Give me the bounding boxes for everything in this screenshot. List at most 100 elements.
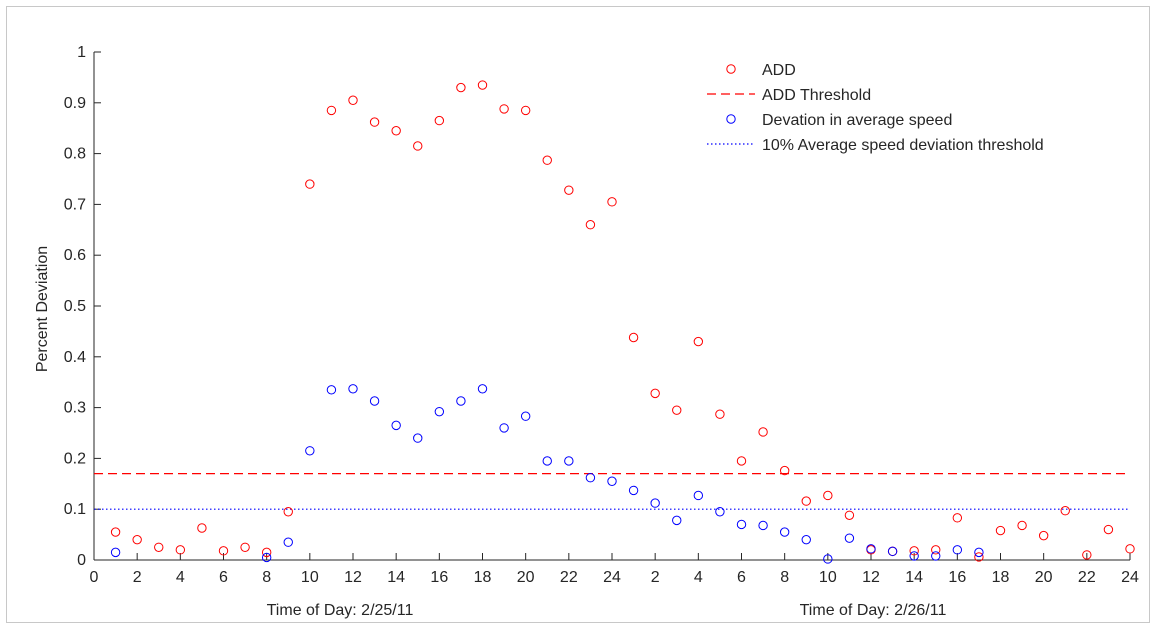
x-tick-label: 14	[905, 569, 923, 586]
add-point	[952, 513, 963, 523]
y-tick-label: 0.1	[64, 501, 86, 518]
legend-marker	[726, 114, 736, 124]
x-tick-label: 20	[1035, 569, 1053, 586]
add-point	[197, 523, 207, 533]
add-point	[736, 456, 747, 466]
add-point	[261, 547, 272, 558]
speed-deviation-point	[758, 520, 768, 531]
speed-deviation-point	[823, 554, 833, 564]
speed-deviation-point	[801, 534, 811, 545]
add-point	[650, 388, 660, 399]
add-point	[348, 95, 358, 105]
add-point	[607, 197, 617, 207]
speed-deviation-point	[348, 384, 358, 394]
add-point	[844, 510, 855, 520]
speed-deviation-point	[434, 406, 445, 417]
speed-deviation-point	[715, 507, 725, 517]
chart-frame: 0 0.1 0.2 0.3 0.4 0.5 0.6 0.7 0.8 0.9 1 0 2 4 6 8 10 12 14…	[6, 6, 1150, 623]
speed-deviation-point	[779, 527, 790, 537]
speed-deviation-point	[887, 546, 898, 557]
speed-deviation-point	[628, 485, 639, 496]
speed-deviation-point	[585, 473, 596, 483]
add-point	[628, 332, 639, 343]
add-point	[477, 80, 488, 90]
speed-deviation-point	[909, 551, 919, 561]
speed-deviation-point	[326, 385, 337, 395]
speed-deviation-point	[520, 411, 531, 421]
speed-deviation-point	[305, 446, 315, 456]
y-tick-label: 0.6	[64, 247, 86, 264]
add-point	[110, 527, 121, 537]
speed-deviation-point	[499, 423, 509, 433]
legend-label: 10% Average speed deviation threshold	[762, 137, 1044, 154]
add-point	[1103, 524, 1114, 535]
add-point	[931, 545, 941, 555]
add-point	[823, 490, 833, 501]
add-point	[715, 409, 725, 419]
x-tick-label: 6	[737, 569, 746, 586]
speed-deviation-point	[844, 533, 855, 543]
speed-deviation-point	[693, 490, 704, 501]
y-tick-label: 0	[77, 552, 86, 569]
scatter-chart: 00.10.20.30.40.50.60.70.80.910 2 4 6 8 10 12 14…	[34, 44, 1139, 619]
add-point	[1082, 550, 1092, 560]
x-tick-label: 4	[176, 569, 185, 586]
add-point	[456, 82, 466, 93]
y-tick-label: 0.2	[64, 450, 86, 467]
speed-deviation-point	[607, 476, 617, 486]
add-point	[995, 525, 1006, 536]
legend-label: ADD Threshold	[762, 87, 871, 104]
x-axis-label-day2: Time of Day: 2/26/11	[800, 602, 947, 619]
y-tick-label: 0.4	[64, 349, 86, 366]
x-tick-label: 22	[560, 569, 578, 586]
x-tick-label: 14	[387, 569, 405, 586]
add-point	[542, 155, 552, 165]
y-tick-label: 0.5	[64, 298, 86, 315]
add-point	[283, 507, 293, 517]
add-point	[1125, 544, 1135, 554]
add-point	[369, 117, 380, 127]
x-tick-label: 22	[1078, 569, 1096, 586]
speed-deviation-point	[542, 456, 552, 466]
speed-deviation-point	[866, 544, 876, 554]
x-tick-label: 18	[474, 569, 492, 586]
y-tick-label: 0.8	[64, 146, 86, 163]
speed-deviation-point	[952, 545, 963, 555]
speed-deviation-point	[283, 537, 293, 547]
speed-deviation-point	[736, 519, 747, 530]
y-tick-label: 1	[77, 44, 86, 61]
y-tick-label: 0.9	[64, 95, 86, 112]
legend-label: ADD	[762, 62, 796, 79]
x-tick-label: 20	[517, 569, 535, 586]
add-point	[1060, 506, 1070, 516]
add-point	[391, 126, 401, 136]
speed-deviation-point	[477, 384, 488, 394]
x-axis-label-day1: Time of Day: 2/25/11	[267, 602, 414, 619]
speed-deviation-point	[974, 547, 984, 558]
add-point	[305, 179, 315, 189]
add-point	[779, 465, 790, 476]
x-tick-label: 10	[301, 569, 319, 586]
add-point	[693, 336, 704, 347]
add-point	[218, 546, 229, 556]
add-point	[520, 105, 531, 116]
add-point	[585, 220, 596, 230]
y-axis-label: Percent Deviation	[34, 246, 51, 372]
speed-deviation-point	[369, 396, 380, 406]
x-tick-label: 12	[862, 569, 880, 586]
x-tick-label: 2	[651, 569, 660, 586]
add-point	[909, 546, 919, 556]
add-point	[413, 141, 423, 151]
add-point	[1038, 530, 1049, 541]
x-tick-label: 0	[90, 569, 99, 586]
x-tick-label: 6	[219, 569, 228, 586]
add-point	[175, 545, 186, 555]
legend-marker	[726, 64, 736, 74]
add-point	[1017, 520, 1027, 531]
y-tick-label: 0.3	[64, 400, 86, 417]
speed-deviation-point	[456, 396, 466, 406]
speed-deviation-point	[413, 433, 423, 443]
add-point	[326, 105, 337, 116]
speed-deviation-point	[650, 498, 660, 508]
legend: ADD ADD Threshold Devation in average spee…	[707, 62, 1044, 154]
